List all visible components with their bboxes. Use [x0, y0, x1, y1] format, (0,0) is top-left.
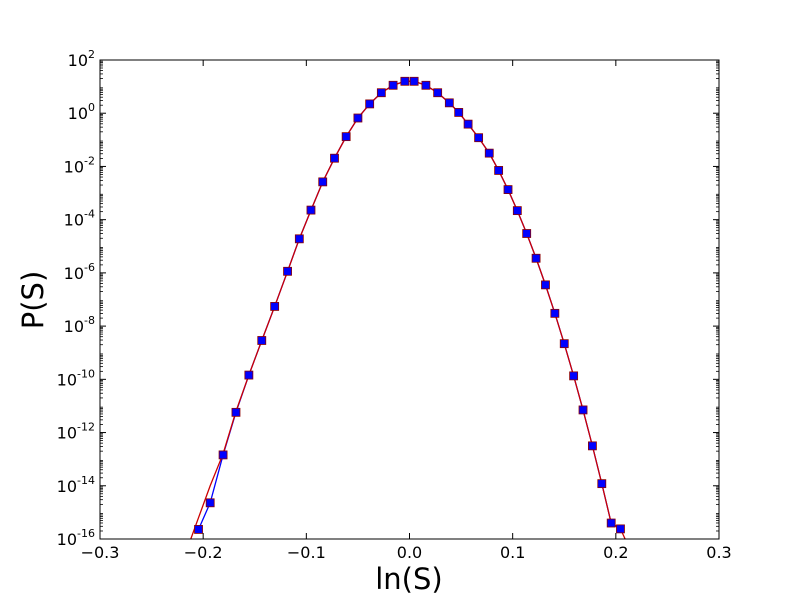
y-axis-title: P(S) [16, 271, 50, 330]
data-point-marker [512, 206, 522, 216]
data-point-marker [588, 441, 597, 451]
data-point-marker [194, 525, 203, 534]
data-point-marker [376, 88, 386, 98]
y-tick-exponent: -8 [84, 314, 95, 327]
y-tick-base: 10 [57, 530, 77, 549]
data-point-marker [270, 302, 280, 311]
data-point-marker [484, 148, 494, 158]
data-point-marker [400, 76, 410, 86]
y-tick-base: 10 [68, 104, 88, 123]
data-point-marker [569, 371, 579, 381]
y-tick-base: 10 [57, 424, 77, 443]
data-point-marker [522, 229, 532, 238]
data-point-marker [218, 450, 228, 460]
y-tick-label: 102 [68, 48, 95, 70]
y-tick-exponent: -2 [84, 154, 95, 167]
data-point-marker [474, 133, 484, 143]
y-tick-exponent: -4 [84, 208, 95, 221]
data-point-marker [559, 339, 569, 349]
x-tick-label: 0.3 [706, 543, 731, 562]
y-tick-label: 10-14 [57, 474, 95, 496]
series-layer [190, 76, 626, 539]
data-point-marker [433, 88, 443, 98]
y-tick-label: 10-2 [64, 154, 95, 176]
y-tick-base: 10 [64, 211, 84, 230]
y-tick-base: 10 [64, 157, 84, 176]
data-point-marker [444, 98, 454, 108]
data-point-marker [388, 80, 398, 90]
data-point-marker [294, 234, 304, 244]
y-tick-base: 10 [57, 477, 77, 496]
x-tick-label: −0.3 [81, 543, 120, 562]
y-tick-label: 100 [68, 101, 95, 123]
x-tick-label: 0.1 [500, 543, 525, 562]
y-tick-exponent: -10 [77, 367, 95, 380]
data-point-marker [205, 498, 215, 508]
plot-frame [99, 59, 720, 540]
data-point-marker [353, 113, 363, 123]
y-tick-exponent: -6 [84, 261, 95, 274]
data-point-marker [409, 76, 419, 86]
y-tick-label: 10-6 [64, 261, 95, 283]
y-tick-base: 10 [57, 370, 77, 389]
data-point-marker [244, 370, 254, 380]
data-point-marker [231, 407, 241, 417]
data-point-marker [531, 253, 541, 263]
data-point-marker [341, 132, 351, 142]
data-point-marker [616, 524, 625, 534]
x-tick-label: 0.0 [397, 543, 422, 562]
y-tick-exponent: -14 [77, 474, 95, 487]
y-tick-base: 10 [68, 51, 88, 70]
data-point-marker [283, 266, 292, 276]
data-point-marker [330, 153, 339, 163]
series-fit-line [190, 80, 626, 539]
x-axis-title: ln(S) [375, 562, 442, 596]
y-tick-exponent: -16 [77, 527, 95, 540]
y-tick-exponent: 0 [88, 101, 95, 114]
y-tick-base: 10 [64, 264, 84, 283]
data-point-marker [578, 405, 588, 415]
y-tick-label: 10-8 [64, 314, 95, 336]
data-point-marker [454, 108, 464, 117]
x-tick-label: −0.1 [287, 543, 326, 562]
y-tick-label: 10-4 [64, 208, 95, 230]
plot-area [100, 60, 719, 539]
y-tick-label: 10-16 [57, 527, 95, 549]
data-point-marker [606, 518, 616, 528]
data-point-marker [494, 166, 504, 175]
y-tick-label: 10-12 [57, 421, 95, 443]
data-point-marker [306, 205, 316, 215]
y-tick-exponent: -12 [77, 421, 95, 434]
x-tick-label: 0.2 [603, 543, 628, 562]
y-tick-exponent: 2 [88, 48, 95, 61]
data-point-marker [597, 479, 607, 489]
data-point-marker [550, 308, 560, 318]
data-point-marker [365, 99, 375, 109]
y-tick-base: 10 [64, 317, 84, 336]
data-point-marker [541, 280, 550, 290]
data-point-marker [421, 80, 431, 90]
data-point-marker [318, 177, 328, 187]
data-point-marker [503, 185, 513, 194]
y-tick-label: 10-10 [57, 367, 95, 389]
data-point-marker [257, 336, 267, 345]
ticks-layer: −0.3 −0.2 −0.1 0.0 0.1 0.2 0.310210010-210-410… [57, 48, 732, 562]
data-point-marker [463, 119, 473, 129]
x-tick-label: −0.2 [184, 543, 223, 562]
